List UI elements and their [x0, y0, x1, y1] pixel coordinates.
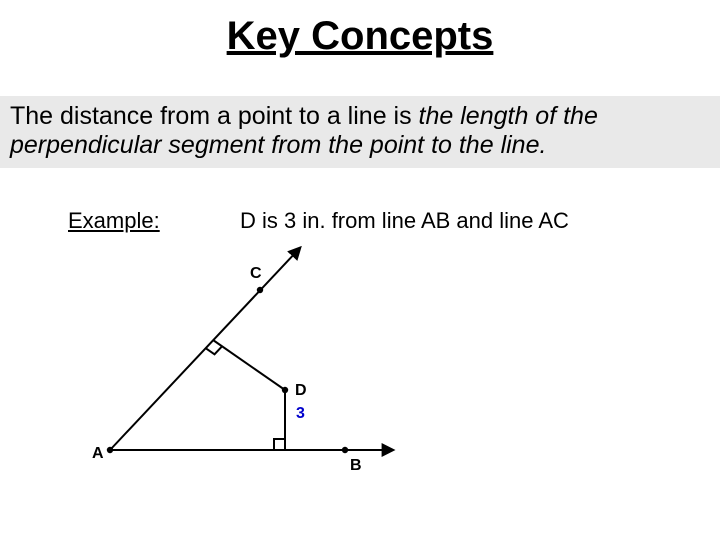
svg-text:3: 3: [296, 405, 305, 422]
definition-plain: The distance from a point to a line is: [10, 102, 419, 130]
example-text: D is 3 in. from line AB and line AC: [240, 208, 569, 234]
geometry-diagram: A B C D 3: [80, 260, 530, 520]
example-label: Example:: [68, 208, 160, 234]
diagram-svg: A B C D 3: [80, 260, 530, 520]
svg-text:A: A: [92, 445, 104, 462]
svg-text:D: D: [295, 382, 307, 399]
svg-text:C: C: [250, 265, 262, 282]
definition-text: The distance from a point to a line is t…: [0, 96, 720, 168]
page-title: Key Concepts: [0, 0, 720, 59]
svg-text:B: B: [350, 457, 362, 474]
